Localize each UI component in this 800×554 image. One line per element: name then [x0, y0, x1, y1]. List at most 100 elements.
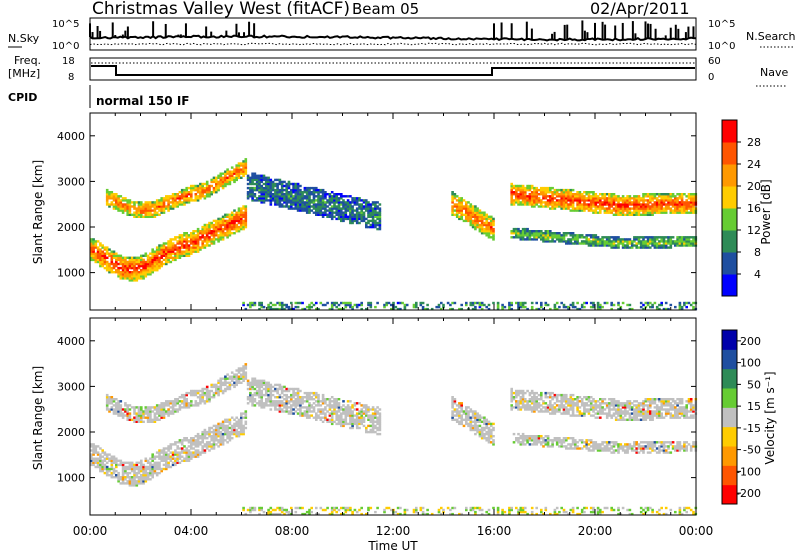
- data-cell: [653, 246, 657, 249]
- data-cell: [235, 166, 238, 169]
- data-cell: [365, 225, 368, 229]
- data-cell: [194, 186, 198, 190]
- data-cell: [212, 238, 216, 241]
- data-cell: [521, 203, 525, 206]
- data-cell: [244, 170, 248, 173]
- data-cell: [219, 221, 223, 225]
- data-cell: [203, 182, 207, 186]
- data-cell: [151, 205, 154, 208]
- data-cell: [124, 476, 127, 479]
- data-cell: [215, 389, 218, 393]
- data-cell: [117, 408, 120, 411]
- data-cell: [178, 408, 182, 411]
- data-cell: [90, 258, 93, 262]
- data-cell: [165, 451, 168, 454]
- data-cell: [121, 197, 125, 200]
- data-cell: [212, 191, 216, 194]
- data-cell: [689, 205, 693, 208]
- data-cell: [119, 459, 123, 462]
- data-cell: [287, 402, 291, 405]
- data-cell: [255, 182, 259, 186]
- data-cell: [124, 199, 127, 202]
- data-cell: [199, 451, 202, 454]
- data-cell: [233, 172, 236, 175]
- data-cell: [208, 400, 211, 403]
- data-cell: [340, 414, 343, 417]
- data-cell: [278, 408, 282, 411]
- data-cell: [374, 207, 377, 210]
- data-cell: [267, 303, 270, 307]
- data-cell: [262, 406, 266, 409]
- data-cell: [201, 186, 204, 190]
- data-cell: [342, 422, 345, 426]
- data-cell: [235, 420, 238, 423]
- data-cell: [201, 398, 204, 401]
- data-cell: [378, 227, 382, 231]
- data-cell: [390, 303, 393, 307]
- data-cell: [96, 453, 100, 456]
- data-cell: [215, 188, 218, 192]
- colorbar-segment: [722, 120, 737, 143]
- data-cell: [224, 232, 227, 235]
- data-cell: [242, 412, 245, 415]
- data-cell: [103, 459, 107, 462]
- data-cell: [528, 197, 532, 200]
- data-cell: [115, 203, 118, 206]
- data-cell: [330, 209, 334, 212]
- data-cell: [558, 201, 561, 204]
- data-cell: [321, 508, 325, 512]
- data-cell: [544, 203, 548, 206]
- data-cell: [630, 197, 634, 200]
- data-cell: [285, 195, 288, 198]
- data-cell: [108, 410, 111, 413]
- data-cell: [365, 217, 368, 221]
- data-cell: [105, 256, 109, 259]
- data-cell: [224, 227, 227, 231]
- data-cell: [294, 203, 298, 206]
- data-cell: [535, 201, 538, 204]
- data-cell: [276, 186, 279, 190]
- data-cell: [92, 449, 95, 452]
- data-cell: [269, 512, 273, 516]
- data-cell: [492, 230, 495, 233]
- data-cell: [674, 242, 677, 245]
- data-cell: [283, 508, 286, 512]
- data-cell: [558, 188, 561, 192]
- data-cell: [340, 512, 343, 516]
- data-cell: [362, 217, 366, 221]
- data-cell: [485, 219, 488, 223]
- data-cell: [599, 307, 602, 311]
- data-cell: [146, 406, 150, 409]
- data-cell: [174, 248, 177, 251]
- data-cell: [112, 457, 116, 460]
- data-cell: [194, 238, 198, 241]
- data-cell: [646, 211, 650, 214]
- data-cell: [630, 213, 634, 216]
- data-cell: [355, 203, 359, 206]
- data-cell: [676, 199, 679, 202]
- data-cell: [692, 244, 695, 247]
- data-cell: [278, 512, 282, 516]
- data-cell: [608, 211, 611, 214]
- data-cell: [233, 373, 236, 376]
- data-cell: [683, 244, 686, 247]
- data-cell: [140, 215, 143, 218]
- data-cell: [653, 236, 657, 239]
- data-cell: [603, 236, 607, 239]
- data-cell: [480, 215, 484, 218]
- data-cell: [271, 404, 275, 407]
- data-cell: [455, 213, 459, 216]
- nave-tick-top: 60: [708, 56, 721, 67]
- data-cell: [242, 377, 245, 380]
- data-cell: [578, 242, 582, 245]
- data-cell: [185, 250, 188, 253]
- data-cell: [669, 211, 673, 214]
- data-cell: [351, 201, 354, 204]
- data-cell: [171, 193, 175, 196]
- data-cell: [178, 457, 182, 460]
- data-cell: [187, 197, 191, 200]
- data-cell: [490, 232, 493, 235]
- data-cell: [308, 207, 311, 210]
- data-cell: [212, 396, 216, 399]
- data-cell: [146, 203, 150, 206]
